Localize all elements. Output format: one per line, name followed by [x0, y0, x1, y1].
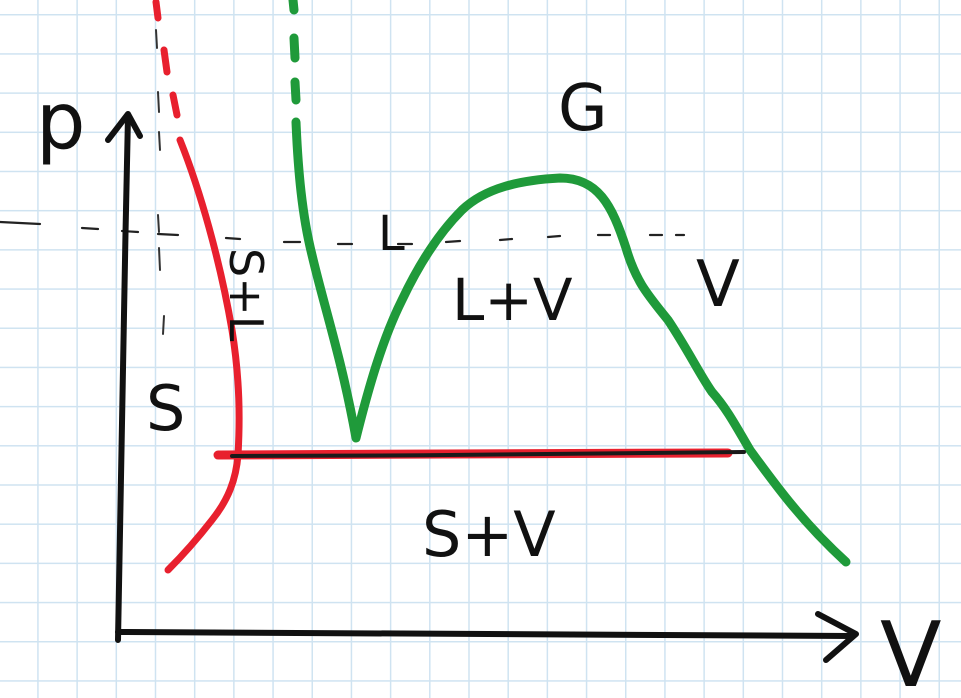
- triple-line-black: [230, 450, 746, 458]
- sublimation-curve: [164, 451, 242, 574]
- solid-boundary-dashed: [152, 0, 181, 119]
- region-label-solid: S: [146, 372, 185, 445]
- liquid-vapor-boundary-dashed: [288, 0, 301, 105]
- region-label-liquid: L: [378, 206, 405, 262]
- region-label-vapor: V: [696, 248, 740, 322]
- volume-axis-arrowhead: [815, 611, 859, 663]
- pressure-axis-label: p: [36, 77, 86, 167]
- vertical-dashed-guide: [155, 29, 165, 335]
- solid-liquid-boundary-curve: [176, 136, 243, 459]
- volume-axis-label: V: [880, 603, 942, 698]
- pressure-axis-arrowhead: [105, 111, 143, 143]
- region-label-gas: G: [558, 72, 608, 146]
- volume-axis: [115, 629, 855, 639]
- critical-pressure-dashed-line: [0, 220, 686, 246]
- region-label-solid-liquid: S+L: [219, 248, 273, 342]
- liquid-vapor-boundary-curve: [291, 117, 851, 567]
- pressure-axis: [115, 113, 131, 643]
- region-label-liquid-vapor: L+V: [452, 266, 573, 334]
- region-label-solid-vapor: S+V: [422, 498, 556, 571]
